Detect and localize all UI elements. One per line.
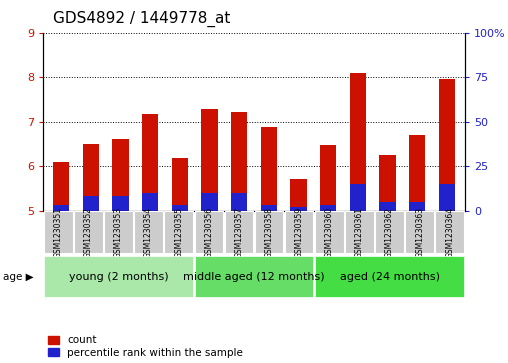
Bar bbox=[201, 193, 217, 211]
Text: GSM1230357: GSM1230357 bbox=[234, 207, 243, 258]
Bar bbox=[142, 114, 158, 211]
Text: middle aged (12 months): middle aged (12 months) bbox=[183, 272, 325, 282]
Text: GSM1230363: GSM1230363 bbox=[415, 207, 424, 258]
Bar bbox=[320, 145, 336, 211]
Bar bbox=[53, 205, 69, 211]
Bar bbox=[291, 207, 307, 211]
Bar bbox=[225, 211, 253, 253]
Bar bbox=[315, 211, 343, 253]
Bar bbox=[134, 211, 163, 253]
Bar bbox=[379, 155, 396, 211]
Bar bbox=[231, 112, 247, 211]
Bar bbox=[172, 205, 188, 211]
Text: GSM1230356: GSM1230356 bbox=[204, 207, 213, 258]
Bar bbox=[74, 211, 103, 253]
Bar bbox=[291, 179, 307, 211]
Bar bbox=[379, 201, 396, 211]
Text: GSM1230362: GSM1230362 bbox=[385, 207, 394, 258]
Bar bbox=[172, 158, 188, 211]
Text: young (2 months): young (2 months) bbox=[69, 272, 168, 282]
Bar bbox=[285, 211, 313, 253]
Bar bbox=[375, 211, 404, 253]
Bar bbox=[261, 127, 277, 211]
Bar bbox=[104, 211, 133, 253]
Bar bbox=[315, 256, 464, 297]
Bar bbox=[195, 211, 223, 253]
Bar bbox=[112, 139, 129, 211]
Text: GDS4892 / 1449778_at: GDS4892 / 1449778_at bbox=[53, 11, 231, 27]
Bar bbox=[345, 211, 374, 253]
Text: GSM1230361: GSM1230361 bbox=[355, 207, 364, 258]
Bar bbox=[435, 211, 464, 253]
Bar bbox=[82, 196, 99, 211]
Bar bbox=[320, 205, 336, 211]
Bar bbox=[142, 193, 158, 211]
Text: GSM1230364: GSM1230364 bbox=[445, 207, 454, 258]
Bar bbox=[439, 79, 455, 211]
Text: GSM1230360: GSM1230360 bbox=[325, 207, 334, 258]
Text: aged (24 months): aged (24 months) bbox=[339, 272, 439, 282]
Bar bbox=[165, 211, 193, 253]
Bar bbox=[201, 109, 217, 211]
Bar bbox=[439, 184, 455, 211]
Bar bbox=[231, 193, 247, 211]
Text: GSM1230359: GSM1230359 bbox=[295, 207, 304, 258]
Text: GSM1230352: GSM1230352 bbox=[84, 207, 93, 258]
Bar bbox=[405, 211, 434, 253]
Bar bbox=[350, 73, 366, 211]
Text: GSM1230351: GSM1230351 bbox=[54, 207, 63, 258]
Bar bbox=[261, 205, 277, 211]
Legend: count, percentile rank within the sample: count, percentile rank within the sample bbox=[48, 335, 243, 358]
Bar bbox=[195, 256, 313, 297]
Bar bbox=[112, 196, 129, 211]
Text: GSM1230353: GSM1230353 bbox=[114, 207, 123, 258]
Text: GSM1230355: GSM1230355 bbox=[174, 207, 183, 258]
Bar bbox=[44, 256, 193, 297]
Bar bbox=[409, 135, 426, 211]
Bar bbox=[53, 162, 69, 211]
Bar bbox=[350, 184, 366, 211]
Bar bbox=[409, 201, 426, 211]
Text: GSM1230358: GSM1230358 bbox=[265, 207, 274, 258]
Bar bbox=[255, 211, 283, 253]
Bar bbox=[44, 211, 73, 253]
Text: age ▶: age ▶ bbox=[3, 272, 33, 282]
Bar bbox=[82, 144, 99, 211]
Text: GSM1230354: GSM1230354 bbox=[144, 207, 153, 258]
